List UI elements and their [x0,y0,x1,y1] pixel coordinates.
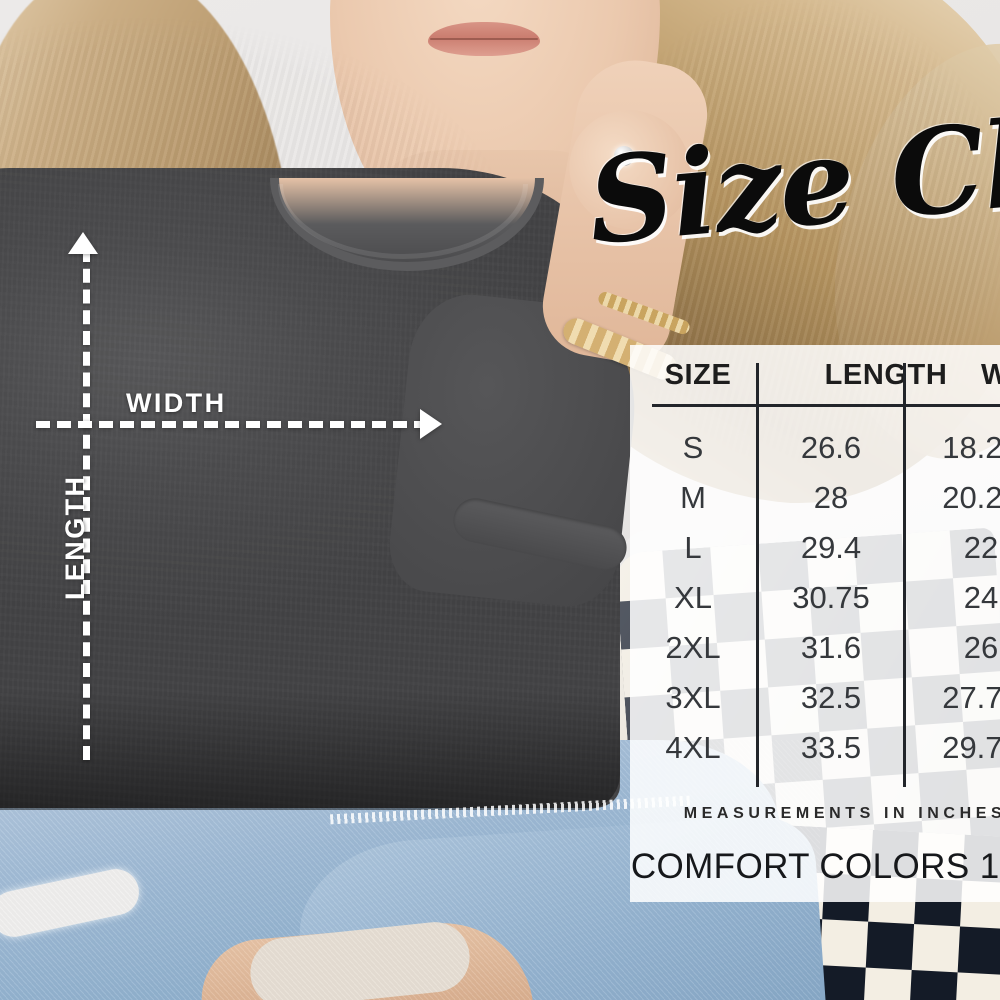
cell-length: 26.6 [800,430,862,465]
cell-length: 29.4 [800,530,862,565]
cell-width: 24 [963,580,999,615]
table-row: M 28 20.25 [630,473,1000,523]
table-row: 4XL 33.5 29.75 [630,723,1000,773]
cell-length: 30.75 [792,580,870,615]
column-header-width: WIDTH [980,359,1000,391]
tshirt [0,168,620,808]
cell-length: 32.5 [800,680,862,715]
table-row: XL 30.75 24 [630,573,1000,623]
cell-width: 22 [963,530,999,565]
cell-width: 18.25 [942,430,1000,465]
cell-width: 27.75 [942,680,1000,715]
column-divider-2 [903,363,906,787]
table-header-row: SIZE LENGTH WIDTH [630,359,1000,415]
product-name: COMFORT COLORS 1717 [630,847,1000,886]
cell-size: 3XL [665,680,721,715]
cell-size: 2XL [665,630,721,665]
cell-size: 4XL [665,730,721,765]
table-row: 3XL 32.5 27.75 [630,673,1000,723]
model-lip-line [430,38,538,40]
cell-size: L [684,530,702,565]
size-chart-card: SIZE LENGTH WIDTH S 26.6 18.25 M 28 20.2… [630,345,1000,902]
table-row: L 29.4 22 [630,523,1000,573]
table-body: S 26.6 18.25 M 28 20.25 L 29.4 22 XL 30.… [630,423,1000,773]
cell-length: 33.5 [800,730,862,765]
column-divider-1 [756,363,759,787]
header-divider [652,404,1000,407]
table-row: S 26.6 18.25 [630,423,1000,473]
cell-size: S [682,430,704,465]
units-note: MEASUREMENTS IN INCHES [683,805,1000,822]
column-header-length: LENGTH [824,359,948,391]
cell-size: XL [674,580,712,615]
cell-width: 26 [963,630,999,665]
column-header-size: SIZE [664,359,732,391]
cell-width: 20.25 [942,480,1000,515]
cell-length: 28 [813,480,849,515]
cell-size: M [680,480,706,515]
cell-width: 29.75 [942,730,1000,765]
cell-length: 31.6 [800,630,862,665]
tshirt-hem-shadow [0,690,620,810]
table-row: 2XL 31.6 26 [630,623,1000,673]
ring-icon [614,146,634,166]
